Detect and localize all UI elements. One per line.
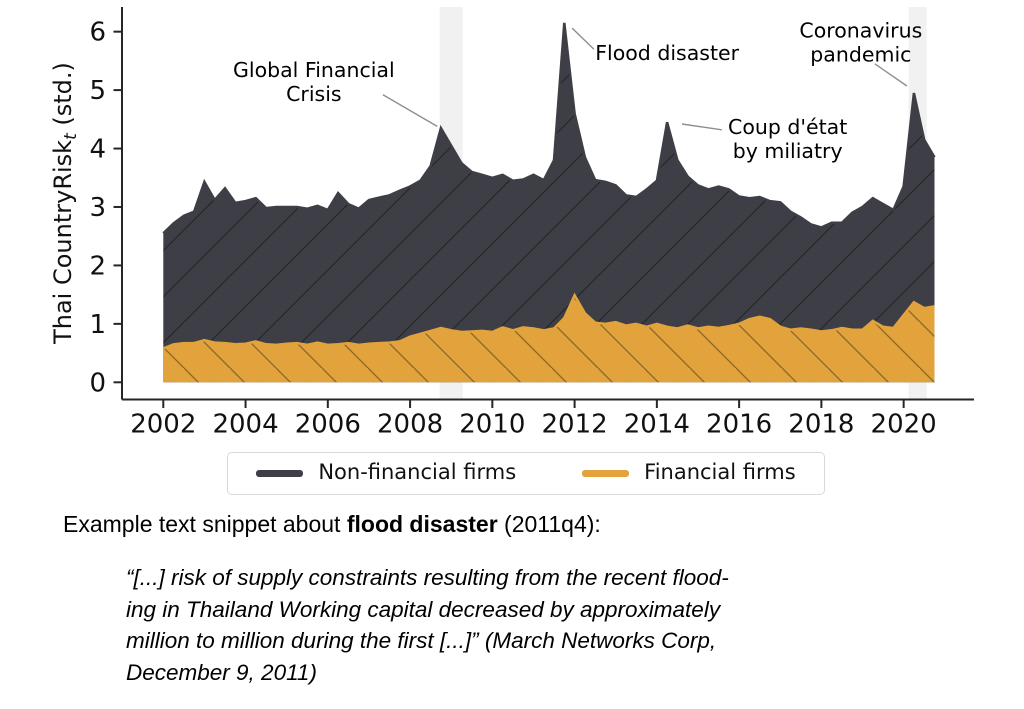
area-financial-firms-edge	[162, 292, 935, 350]
y-tick-label: 5	[89, 76, 106, 106]
area-non-financial-firms-hatch	[163, 22, 935, 383]
x-tick-label: 2014	[624, 410, 690, 440]
area-financial-firms-hatch	[163, 295, 935, 383]
annotation-leader-coup	[681, 123, 722, 131]
annotation-label-flood: Flood disaster	[595, 41, 739, 65]
legend-item-financial: Financial firms	[582, 462, 796, 485]
x-tick-label: 2002	[130, 410, 196, 440]
x-tick-label: 2004	[212, 410, 278, 440]
caption-intro-suffix: (2011q4):	[497, 511, 601, 537]
annotation-leader-flood	[571, 27, 595, 50]
area-non-financial-firms-edge	[162, 22, 936, 235]
quote-line: ing in Thailand Working capital decrease…	[126, 596, 721, 622]
caption-intro-bold: flood disaster	[346, 511, 498, 537]
x-tick-label: 2012	[542, 410, 608, 440]
y-tick-label: 3	[89, 193, 106, 223]
x-tick-label: 2018	[788, 410, 854, 440]
risk-chart: 2002 2004 2006 2008 2010 2012 2014 2016 2018 2020…	[49, 7, 974, 440]
annotation-label-covid: pandemic	[810, 42, 911, 66]
x-tick-label: 2016	[706, 410, 772, 440]
annotation-leader-gfc	[382, 94, 438, 127]
quote-line: “[...] risk of supply constraints result…	[126, 565, 729, 590]
y-tick-label: 1	[89, 310, 106, 340]
legend-swatch-financial	[582, 470, 630, 477]
x-tick-label: 2006	[295, 410, 361, 440]
annotation-label-covid: Coronavirus	[799, 18, 922, 42]
caption-quote: “[...] risk of supply constraints result…	[126, 562, 1024, 688]
quote-line: million to million during the first [...…	[126, 628, 717, 653]
y-axis-label: Thai CountryRiskt (std.)	[49, 62, 81, 345]
annotation-label-gfc: Crisis	[286, 82, 342, 106]
legend-item-non-financial: Non-financial firms	[256, 462, 516, 485]
annotation-label-coup: Coup d'état	[728, 115, 847, 139]
caption-intro-prefix: Example text snippet about	[63, 511, 347, 537]
y-tick-label: 6	[89, 18, 106, 48]
legend-label-non-financial: Non-financial firms	[318, 460, 517, 484]
chart-legend: Non-financial firms Financial firms	[227, 452, 825, 495]
x-tick-label: 2020	[871, 410, 937, 440]
quote-line: December 9, 2011)	[126, 659, 317, 685]
risk-area-chart-svg: 2002 2004 2006 2008 2010 2012 2014 2016 2018 2020…	[49, 7, 974, 440]
y-tick-label: 0	[89, 368, 106, 398]
legend-swatch-non-financial	[256, 470, 304, 477]
legend-label-financial: Financial firms	[644, 460, 796, 484]
y-tick-label: 2	[89, 251, 106, 281]
caption-intro: Example text snippet about flood disaste…	[63, 511, 1024, 538]
annotation-leader-covid	[874, 63, 908, 87]
y-tick-label: 4	[89, 135, 106, 165]
annotation-label-gfc: Global Financial	[233, 58, 395, 82]
x-tick-label: 2008	[377, 410, 443, 440]
annotation-label-coup: by miliatry	[733, 139, 843, 163]
x-tick-label: 2010	[459, 410, 525, 440]
caption-block: Example text snippet about flood disaste…	[0, 511, 1024, 688]
